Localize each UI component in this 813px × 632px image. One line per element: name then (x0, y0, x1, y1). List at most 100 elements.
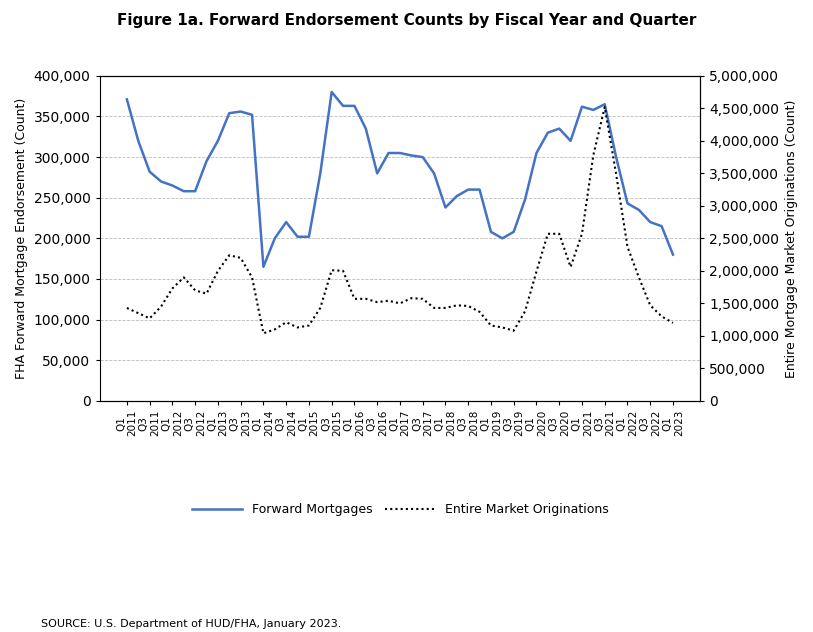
Entire Market Originations (600, 103, 610, 111)
Entire Market Originations (429, 304, 439, 312)
Entire Market Originations (167, 284, 177, 292)
Text: Figure 1a. Forward Endorsement Counts by Fiscal Year and Quarter: Figure 1a. Forward Endorsement Counts by… (117, 13, 696, 28)
Entire Market Originations (452, 301, 462, 309)
Forward Mortgages (315, 169, 325, 177)
Entire Market Originations (566, 263, 576, 270)
Text: SOURCE: U.S. Department of HUD/FHA, January 2023.: SOURCE: U.S. Department of HUD/FHA, Janu… (41, 619, 341, 629)
Forward Mortgages (133, 137, 143, 145)
Entire Market Originations (293, 324, 302, 331)
Forward Mortgages (623, 200, 633, 207)
Entire Market Originations (543, 230, 553, 238)
Entire Market Originations (259, 329, 268, 337)
Entire Market Originations (372, 298, 382, 306)
Forward Mortgages (304, 233, 314, 241)
Forward Mortgages (236, 107, 246, 115)
Entire Market Originations (554, 230, 564, 238)
Entire Market Originations (190, 286, 200, 294)
Entire Market Originations (520, 307, 530, 315)
Forward Mortgages (634, 206, 644, 214)
Forward Mortgages (406, 152, 416, 159)
Y-axis label: FHA Forward Mortgage Endorsement (Count): FHA Forward Mortgage Endorsement (Count) (15, 98, 28, 379)
Forward Mortgages (543, 129, 553, 137)
Forward Mortgages (611, 154, 621, 161)
Line: Forward Mortgages: Forward Mortgages (127, 92, 673, 267)
Entire Market Originations (486, 322, 496, 329)
Entire Market Originations (224, 252, 234, 259)
Entire Market Originations (281, 319, 291, 326)
Entire Market Originations (156, 303, 166, 310)
Forward Mortgages (259, 263, 268, 270)
Forward Mortgages (452, 192, 462, 200)
Forward Mortgages (520, 195, 530, 203)
Forward Mortgages (350, 102, 359, 109)
Forward Mortgages (418, 154, 428, 161)
Forward Mortgages (213, 137, 223, 145)
Forward Mortgages (475, 186, 485, 193)
Forward Mortgages (668, 251, 678, 258)
Entire Market Originations (327, 267, 337, 274)
Entire Market Originations (133, 309, 143, 317)
Forward Mortgages (589, 106, 598, 114)
Forward Mortgages (247, 111, 257, 119)
Forward Mortgages (395, 149, 405, 157)
Forward Mortgages (441, 204, 450, 211)
Forward Mortgages (657, 222, 667, 230)
Entire Market Originations (634, 274, 644, 281)
Entire Market Originations (418, 295, 428, 303)
Forward Mortgages (463, 186, 473, 193)
Forward Mortgages (270, 234, 280, 242)
Forward Mortgages (190, 188, 200, 195)
Forward Mortgages (281, 218, 291, 226)
Forward Mortgages (338, 102, 348, 109)
Forward Mortgages (646, 218, 655, 226)
Entire Market Originations (247, 274, 257, 281)
Entire Market Originations (475, 308, 485, 315)
Forward Mortgages (600, 100, 610, 108)
Forward Mortgages (327, 88, 337, 96)
Forward Mortgages (145, 168, 154, 176)
Forward Mortgages (224, 109, 234, 117)
Forward Mortgages (167, 182, 177, 190)
Entire Market Originations (406, 295, 416, 302)
Forward Mortgages (429, 169, 439, 177)
Entire Market Originations (395, 300, 405, 307)
Entire Market Originations (509, 327, 519, 334)
Entire Market Originations (498, 324, 507, 331)
Entire Market Originations (441, 304, 450, 312)
Forward Mortgages (498, 234, 507, 242)
Entire Market Originations (315, 304, 325, 312)
Entire Market Originations (338, 267, 348, 275)
Forward Mortgages (554, 125, 564, 133)
Entire Market Originations (384, 297, 393, 305)
Forward Mortgages (372, 169, 382, 177)
Forward Mortgages (293, 233, 302, 241)
Forward Mortgages (202, 157, 211, 165)
Entire Market Originations (623, 243, 633, 251)
Forward Mortgages (566, 137, 576, 145)
Entire Market Originations (646, 301, 655, 309)
Forward Mortgages (179, 188, 189, 195)
Entire Market Originations (668, 319, 678, 327)
Entire Market Originations (270, 325, 280, 333)
Entire Market Originations (532, 268, 541, 276)
Entire Market Originations (236, 254, 246, 262)
Entire Market Originations (179, 274, 189, 281)
Line: Entire Market Originations: Entire Market Originations (127, 107, 673, 333)
Forward Mortgages (577, 103, 587, 111)
Entire Market Originations (304, 322, 314, 329)
Entire Market Originations (361, 295, 371, 303)
Forward Mortgages (122, 95, 132, 103)
Legend: Forward Mortgages, Entire Market Originations: Forward Mortgages, Entire Market Origina… (186, 498, 613, 521)
Entire Market Originations (611, 170, 621, 178)
Entire Market Originations (589, 151, 598, 159)
Forward Mortgages (509, 228, 519, 236)
Entire Market Originations (202, 290, 211, 298)
Entire Market Originations (122, 304, 132, 312)
Forward Mortgages (384, 149, 393, 157)
Entire Market Originations (350, 295, 359, 303)
Entire Market Originations (145, 315, 154, 322)
Forward Mortgages (156, 178, 166, 185)
Forward Mortgages (361, 125, 371, 133)
Entire Market Originations (463, 302, 473, 310)
Entire Market Originations (213, 267, 223, 275)
